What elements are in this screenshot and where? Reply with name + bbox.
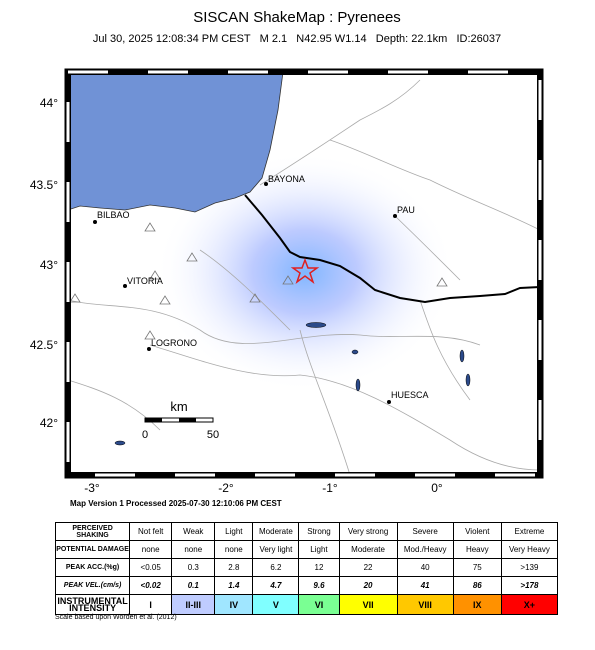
row-header: PEAK ACC.(%g) <box>54 558 131 577</box>
scale-note: Scale based upon Worden et al. (2012) <box>55 614 177 621</box>
legend-cell: Moderate <box>338 540 398 559</box>
title: SISCAN ShakeMap : Pyrenees <box>193 9 401 26</box>
legend-cell: Light <box>214 522 254 541</box>
legend-row: PEAK ACC.(%g) <0.05 0.3 2.8 6.2 12 22 40 75 >139 <box>54 558 559 577</box>
row-header: PERCEIVED SHAKING <box>54 522 131 541</box>
legend-cell: 2.8 <box>214 558 254 577</box>
city-label: VITORIA <box>127 276 163 286</box>
legend-cell: 0.3 <box>171 558 216 577</box>
lat-label: 42.5° <box>30 338 58 352</box>
city-label: BILBAO <box>97 210 130 220</box>
legend-row: INSTRUMENTAL INTENSITY I II-III IV V VI VII VII… <box>54 594 559 615</box>
lon-label: -1° <box>322 481 338 495</box>
city-label: LOGRONO <box>151 338 197 348</box>
legend-cell: 20 <box>338 576 398 595</box>
legend-cell: 12 <box>298 558 340 577</box>
legend-cell: Violent <box>452 522 502 541</box>
legend-cell: Very light <box>252 540 300 559</box>
intensity-legend: PERCEIVED SHAKING Not felt Weak Light Modera… <box>54 522 559 615</box>
legend-row: POTENTIAL DAMAGE none none none Very light Li… <box>54 540 559 559</box>
legend-cell: >178 <box>500 576 559 595</box>
legend-cell: Not felt <box>129 522 173 541</box>
legend-cell: 75 <box>452 558 502 577</box>
map-area: BAYONA PAU BILBAO VITORIA LOGRONO HUESCA <box>64 68 544 479</box>
legend-cell: VI <box>298 594 340 615</box>
legend-row: PEAK VEL.(cm/s) <0.02 0.1 1.4 4.7 9.6 20 41 86 >1… <box>54 576 559 595</box>
legend-cell: 9.6 <box>298 576 340 595</box>
legend-cell: 6.2 <box>252 558 300 577</box>
lon-label: -2° <box>218 481 234 495</box>
legend-cell: none <box>129 540 173 559</box>
legend-cell: V <box>252 594 300 615</box>
lat-label: 44° <box>40 96 58 110</box>
lat-label: 43° <box>40 258 58 272</box>
city-label: BAYONA <box>268 174 305 184</box>
lon-label: 0° <box>431 481 443 495</box>
scale-bar: km 0 50 <box>142 399 219 441</box>
city-label: PAU <box>397 205 415 215</box>
legend-cell: IV <box>214 594 254 615</box>
legend-cell: Light <box>298 540 340 559</box>
legend-cell: 86 <box>452 576 502 595</box>
lat-label: 42° <box>40 416 58 430</box>
legend-cell: Weak <box>171 522 216 541</box>
legend-cell: Severe <box>396 522 454 541</box>
lat-label: 43.5° <box>30 178 58 192</box>
scale-end: 50 <box>207 429 219 441</box>
legend-cell: IX <box>452 594 502 615</box>
map-version: Map Version 1 Processed 2025-07-30 12:10… <box>70 499 282 508</box>
legend-cell: Very strong <box>338 522 398 541</box>
lon-label: -3° <box>84 481 100 495</box>
city-label: HUESCA <box>391 390 429 400</box>
row-header: PEAK VEL.(cm/s) <box>54 576 131 595</box>
legend-cell: II-III <box>171 594 216 615</box>
legend-cell: 22 <box>338 558 398 577</box>
legend-cell: 40 <box>396 558 454 577</box>
legend-cell: <0.05 <box>129 558 173 577</box>
legend-cell: 0.1 <box>171 576 216 595</box>
legend-cell: >139 <box>500 558 559 577</box>
subtitle: Jul 30, 2025 12:08:34 PM CEST M 2.1 N42.… <box>93 33 501 45</box>
legend-cell: Moderate <box>252 522 300 541</box>
legend-cell: VII <box>338 594 398 615</box>
shakemap: SISCAN ShakeMap : Pyrenees Jul 30, 2025 … <box>30 9 544 508</box>
legend-cell: Very Heavy <box>500 540 559 559</box>
legend-cell: Strong <box>298 522 340 541</box>
scale-start: 0 <box>142 429 148 441</box>
legend-cell: Heavy <box>452 540 502 559</box>
legend-cell: Extreme <box>500 522 559 541</box>
legend-cell: VIII <box>396 594 454 615</box>
row-header: POTENTIAL DAMAGE <box>54 540 131 559</box>
legend-cell: I <box>129 594 173 615</box>
epicenter <box>290 257 320 285</box>
legend-cell: none <box>171 540 216 559</box>
row-header: INSTRUMENTAL INTENSITY <box>54 594 131 615</box>
legend-cell: 4.7 <box>252 576 300 595</box>
legend-row: PERCEIVED SHAKING Not felt Weak Light Modera… <box>54 522 559 541</box>
legend-cell: X+ <box>500 594 559 615</box>
legend-cell: 41 <box>396 576 454 595</box>
legend-cell: none <box>214 540 254 559</box>
legend-cell: 1.4 <box>214 576 254 595</box>
legend-cell: Mod./Heavy <box>396 540 454 559</box>
scale-unit: km <box>170 399 187 414</box>
legend-cell: <0.02 <box>129 576 173 595</box>
